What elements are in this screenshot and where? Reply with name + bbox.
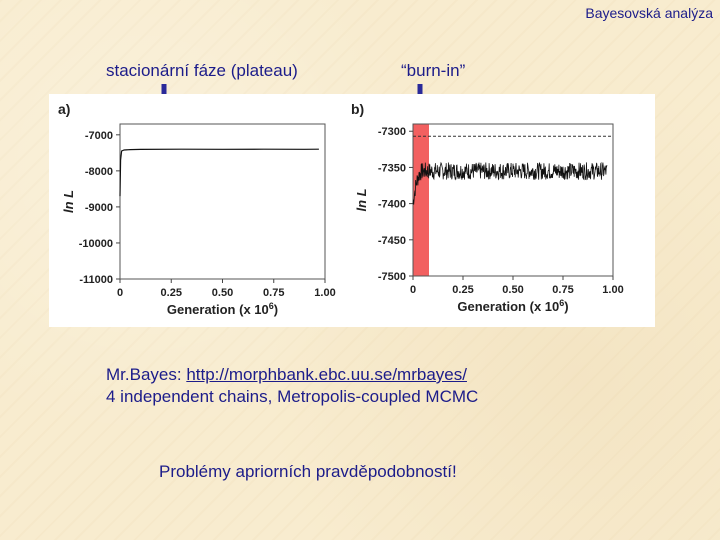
panel-a-y-tick-label: -8000 [85,166,113,178]
panel-b-x-tick-label: 0.75 [552,284,573,296]
panel-a-x-tick-label: 1.00 [314,287,335,299]
panel-b-x-tick-label: 0 [410,284,416,296]
panel-a-x-tick-label: 0.25 [161,287,182,299]
info-block: Mr.Bayes: http://morphbank.ebc.uu.se/mrb… [106,364,478,408]
panel-b-trace-line [412,161,608,205]
trace-plot-svg: -7000 -8000 -9000 -10000 -11000 0 0.25 0.50 0.75… [58,101,624,317]
panel-a-trace-line [119,148,319,197]
panel-a-y-axis-label: ln L [61,190,76,213]
panel-b-x-axis-label-sup: 6 [559,298,564,308]
slide-title: Bayesovská analýza [585,5,713,21]
panel-b-plot-frame [412,123,614,277]
panel-a-x-tick-label: 0 [117,287,123,299]
panel-a-plot-frame [119,123,326,280]
panel-b-x-axis-label-close: ) [564,299,568,314]
plateau-label: stacionární fáze (plateau) [106,61,298,80]
panel-a-x-axis-label-main: Generation (x 10 [167,302,269,317]
panel-a-panel-label: a) [58,101,70,117]
mrbayes-line: Mr.Bayes: http://morphbank.ebc.uu.se/mrb… [106,364,478,386]
mrbayes-link[interactable]: http://morphbank.ebc.uu.se/mrbayes/ [186,365,467,384]
mrbayes-prefix: Mr.Bayes: [106,365,187,384]
panel-b-y-axis-label: ln L [354,188,369,211]
panel-b-y-tick-label: -7450 [378,235,406,247]
chains-text: 4 independent chains, Metropolis-coupled… [106,387,479,406]
panel-a-y-tick-label: -9000 [85,202,113,214]
panel-b-x-tick-label: 0.25 [452,284,473,296]
panel-a-x-tick-label: 0.50 [212,287,233,299]
panel-b-y-tick-label: -7350 [378,162,406,174]
panel-b-y-tick-label: -7500 [378,271,406,283]
panel-b-panel-label: b) [351,101,364,117]
panel-b-x-tick-label: 0.50 [502,284,523,296]
panel-b-y-tick-label: -7300 [378,126,406,138]
panel-b-x-tick-label: 1.00 [602,284,623,296]
panel-a-x-tick-label: 0.75 [263,287,284,299]
panel-a-y-tick-label: -7000 [85,130,113,142]
panel-b-y-tick-label: -7400 [378,199,406,211]
panel-b-burnin-highlight [413,124,429,276]
panel-b-x-axis-label: Generation (x 106) [457,298,568,314]
burnin-label: “burn-in” [401,61,466,80]
panel-a-x-axis-label-sup: 6 [269,301,274,311]
prior-warning-text: Problémy apriorních pravděpodobností! [159,462,457,481]
trace-plot-figure: -7000 -8000 -9000 -10000 -11000 0 0.25 0.50 0.75… [49,94,655,327]
panel-a-y-tick-label: -11000 [79,274,113,286]
panel-a-y-tick-label: -10000 [79,238,113,250]
panel-a-x-axis-label-close: ) [274,302,278,317]
panel-a-x-axis-label: Generation (x 106) [167,301,278,317]
panel-b-x-axis-label-main: Generation (x 10 [457,299,559,314]
